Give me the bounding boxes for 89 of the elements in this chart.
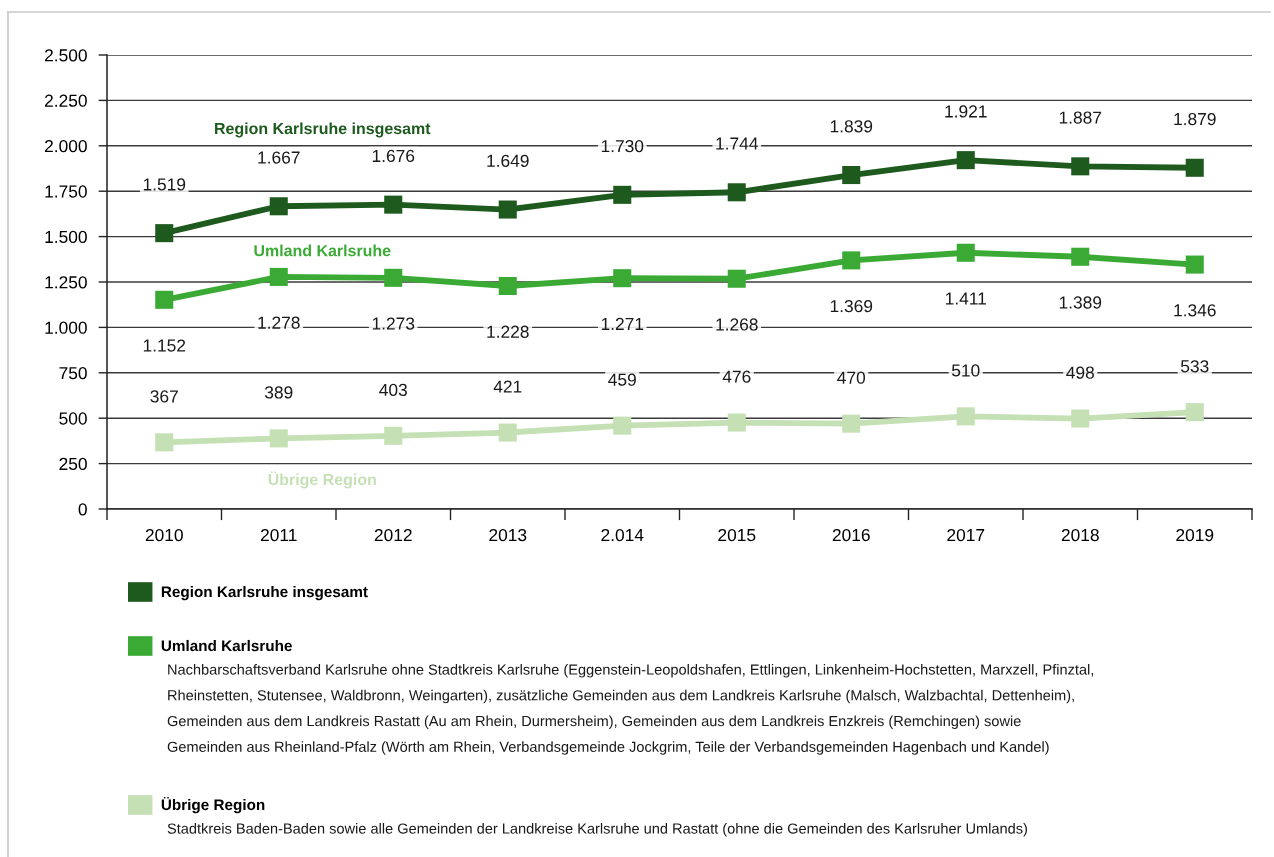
point: [1071, 157, 1090, 176]
data-label: 1.369: [830, 299, 873, 313]
point: [498, 200, 517, 219]
x-tick-label: 2018: [1061, 528, 1099, 542]
legend-label: Region Karlsruhe insgesamt: [161, 585, 368, 601]
point: [155, 224, 174, 243]
x-tick-label: 2016: [832, 528, 870, 542]
y-tick-label: 1.250: [45, 276, 87, 289]
point: [613, 185, 632, 204]
point: [727, 413, 746, 432]
point: [727, 269, 746, 288]
text: Umland Karlsruhe: [254, 244, 391, 257]
data-label: 1.268: [716, 318, 758, 331]
data-label: 1.879: [1174, 112, 1216, 126]
data-label: 1.839: [830, 120, 873, 133]
y-tick-label: 2.250: [44, 94, 87, 107]
point: [384, 195, 403, 214]
data-label: 1.730: [601, 139, 644, 153]
data-label: 1.921: [945, 105, 987, 118]
point: [384, 426, 403, 445]
data-label: 1.389: [1059, 296, 1102, 309]
point: [155, 433, 174, 452]
data-label: 1.676: [372, 149, 415, 163]
y-tick-label: 1.500: [45, 230, 87, 244]
x-tick-label: 2.014: [601, 528, 644, 542]
y-tick-label: 2.000: [44, 139, 87, 153]
data-label: 476: [722, 370, 751, 383]
point: [498, 276, 517, 296]
data-label: 459: [608, 373, 636, 386]
data-label: 1.152: [143, 339, 186, 352]
data-label: 1.649: [487, 154, 529, 167]
point: [1185, 403, 1204, 422]
point: [498, 423, 517, 442]
point: [1071, 409, 1090, 428]
point: [269, 429, 288, 448]
data-label: 1.271: [601, 317, 644, 330]
point: [155, 290, 174, 309]
y-tick-label: 750: [59, 366, 87, 380]
point: [727, 183, 746, 202]
point: [842, 251, 861, 270]
y-tick-label: 2.500: [44, 49, 87, 62]
point: [956, 151, 975, 170]
x-tick-label: 2012: [374, 528, 412, 542]
point: [1185, 158, 1204, 177]
data-label: 367: [150, 390, 178, 403]
x-tick-label: 2017: [947, 528, 985, 542]
data-label: 421: [493, 380, 522, 393]
x-tick-label: 2011: [260, 528, 297, 542]
point: [269, 197, 288, 216]
text: Nachbarschaftsverband Karlsruhe ohne Stadtkreis Karlsruhe (Eggenstein-Leopoldshafen, Ettlingen, Linkenheim-Hochstetten, Marxzell, Pfinztal, Rheinstetten, Stutensee, Waldbronn, Weingarten), zusätzliche Gemeinden aus dem Landkreis Karlsruhe (Malsch, Walzbachtal, Dettenheim), Gemeinden aus dem Landkreis Rastatt (Au am Rhein, Durmersheim), Gemeinden aus dem Landkreis Enzkreis (Remchingen) sowie Gemeinden aus Rheinland-Pfalz (Wörth am Rhein, Verbandsgemeinde Jockgrim, Teile der Verbandsgemeinden Hagenbach und Kandel): [167, 664, 1094, 755]
point: [842, 414, 861, 433]
x-tick-label: 2019: [1176, 528, 1214, 542]
data-label: 1.519: [143, 178, 186, 191]
y-tick-label: 0: [78, 503, 87, 516]
y-tick-label: 250: [59, 457, 87, 471]
data-label: 470: [837, 371, 866, 384]
text: Stadtkreis Baden-Baden sowie alle Gemeinden der Landkreise Karlsruhe und Rastatt (ohne die Gemeinden des Karlsruher Umlands): [167, 823, 1027, 837]
point: [842, 166, 861, 185]
point: [269, 267, 288, 286]
point: [613, 269, 632, 288]
point: [613, 416, 632, 435]
text: Region Karlsruhe insgesamt: [215, 122, 431, 138]
data-label: 1.667: [258, 151, 300, 164]
x-tick-label: 2015: [718, 528, 756, 542]
point: [956, 407, 975, 426]
data-label: 510: [951, 364, 980, 377]
y-tick-label: 1.000: [45, 321, 87, 334]
point: [1071, 247, 1090, 266]
y-tick-label: 500: [59, 412, 87, 425]
point: [384, 268, 403, 287]
legend-label: Umland Karlsruhe: [161, 639, 292, 652]
legend-label: Übrige Region: [161, 796, 265, 814]
y-tick-label: 1.750: [45, 185, 87, 198]
data-label: 533: [1180, 360, 1209, 373]
data-label: 1.278: [258, 316, 300, 329]
point: [956, 243, 975, 262]
data-label: 389: [264, 386, 293, 399]
point: [1185, 255, 1204, 274]
x-tick-label: 2010: [145, 528, 183, 542]
data-label: 1.228: [487, 325, 529, 338]
data-label: 1.273: [372, 317, 415, 330]
text: Übrige Region: [268, 471, 376, 489]
x-tick-label: 2013: [489, 528, 527, 542]
data-label: 403: [379, 383, 407, 397]
data-label: 1.346: [1174, 304, 1216, 317]
data-label: 1.744: [716, 137, 758, 150]
data-label: 498: [1066, 366, 1094, 379]
data-label: 1.887: [1059, 111, 1102, 124]
data-label: 1.411: [945, 292, 986, 305]
